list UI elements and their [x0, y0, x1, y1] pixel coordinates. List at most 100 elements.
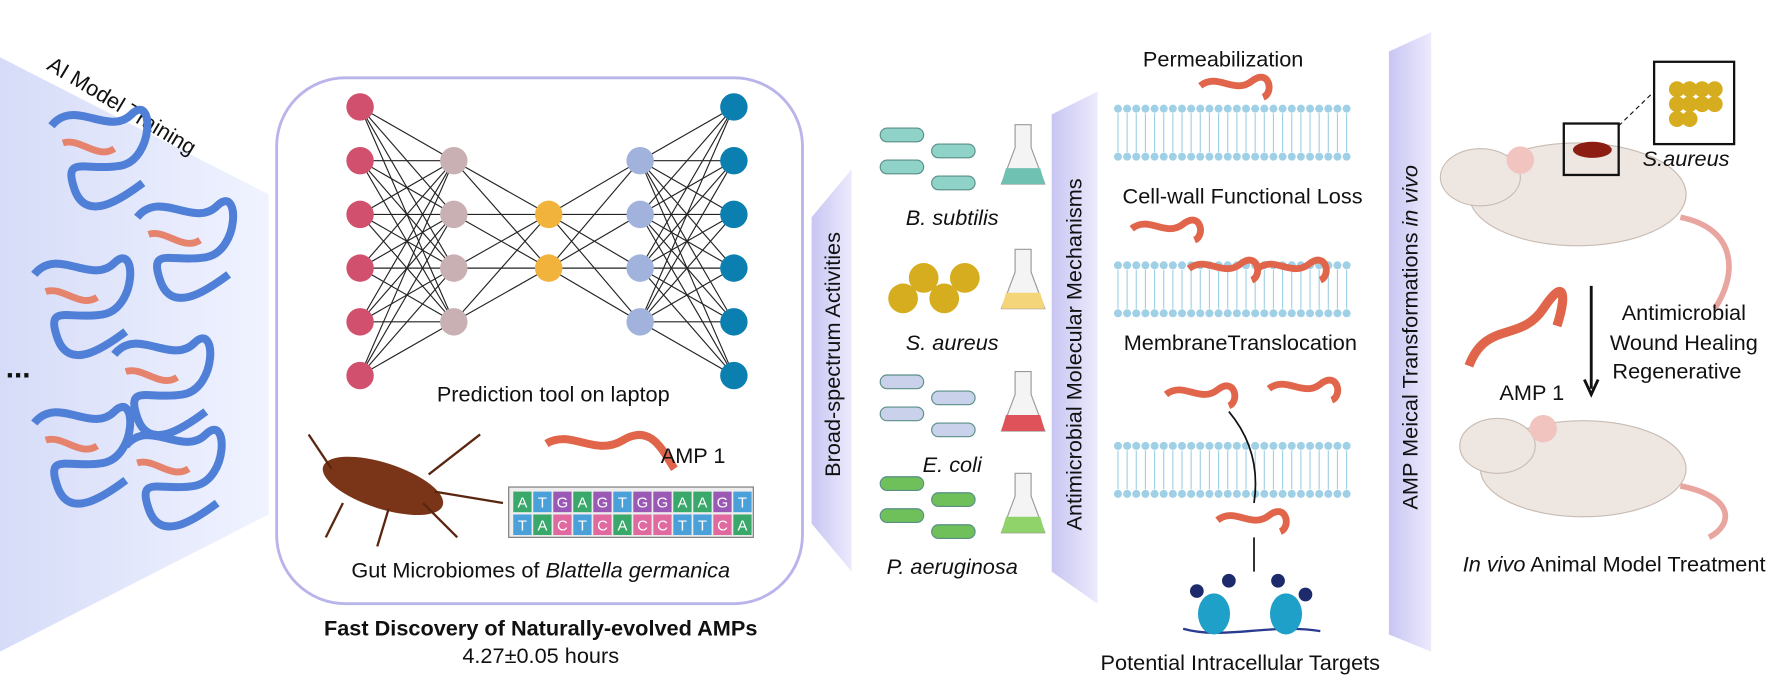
base-letter: A [517, 496, 527, 512]
nn-edge [639, 214, 735, 323]
cockroach [307, 433, 504, 547]
mechanism-label: MembraneTranslocation [1124, 330, 1357, 355]
lipid-head [1196, 152, 1205, 161]
arrow [1228, 411, 1257, 572]
lipid-head [1296, 441, 1305, 450]
base-pair [653, 514, 672, 536]
bacterium [879, 159, 925, 175]
bacteria: B. subtilis S. aureus E. coli P. aeruginosa [879, 124, 1046, 579]
lipid-head [1315, 489, 1324, 498]
base-letter: G [557, 496, 569, 512]
lipid-head [1296, 489, 1305, 498]
lipid-head [1141, 309, 1150, 318]
pathogen-label: S.aureus [1643, 146, 1730, 171]
lipid-head [1159, 489, 1168, 498]
lipid-head [1260, 152, 1269, 161]
lipid-head [1168, 441, 1177, 450]
nn-edge [639, 106, 735, 323]
mouse-tail [1679, 214, 1732, 311]
base-letter: C [657, 518, 668, 534]
base-letter: C [557, 518, 568, 534]
lipid-head [1223, 104, 1232, 113]
nn-edge [453, 160, 549, 215]
marker [1298, 587, 1313, 602]
protein-ribbon [44, 287, 100, 304]
lipid-head [1287, 104, 1296, 113]
lipid-head [1150, 309, 1159, 318]
protein-structures [31, 105, 238, 531]
nn-edge [639, 106, 735, 215]
bacterium [888, 283, 918, 314]
lipid-head [1242, 104, 1251, 113]
base-pair [553, 514, 572, 536]
zoom-line [1618, 91, 1655, 127]
protein-ribbon [134, 197, 238, 302]
coccus [1681, 96, 1698, 113]
lipid-head [1260, 441, 1269, 450]
lipid-head [1123, 152, 1132, 161]
lipid-head [1123, 104, 1132, 113]
lipid-head [1205, 104, 1214, 113]
bacterium [931, 390, 976, 406]
invivo-band [1388, 32, 1432, 652]
bacterium [879, 476, 925, 492]
nn-node [440, 254, 468, 282]
lipid-head [1315, 309, 1324, 318]
base-pair [553, 491, 572, 513]
source-prefix: Gut Microbiomes of [351, 557, 545, 582]
amp-label: AMP 1 [661, 443, 726, 468]
ellipsis: ... [6, 351, 31, 384]
nn-edge [639, 106, 735, 269]
base-letter: A [617, 518, 627, 534]
peptide-ribbon [1266, 376, 1342, 404]
bacterium [931, 143, 976, 159]
lipid-head [1132, 489, 1141, 498]
lipid-head [1123, 261, 1132, 270]
invivo-caption-rest: Animal Model Treatment [1525, 552, 1765, 577]
discovery-title: Fast Discovery of Naturally-evolved AMPs [324, 616, 757, 641]
amp-ribbon [1464, 287, 1568, 368]
coccus [1681, 110, 1698, 127]
lipid-head [1168, 152, 1177, 161]
effect-label: Wound Healing [1610, 330, 1758, 355]
base-letter: C [597, 518, 608, 534]
lipid-head [1278, 152, 1287, 161]
mouse-ear [1529, 415, 1557, 443]
lipid-head [1296, 152, 1305, 161]
flask-liquid [1001, 292, 1045, 309]
lipid-head [1269, 489, 1278, 498]
invivo-label: AMP Meical Transformations in vivo [1397, 165, 1422, 510]
mouse-tail [1679, 483, 1729, 540]
lipid-head [1232, 441, 1241, 450]
nn-node [720, 200, 748, 229]
lipid-head [1205, 489, 1214, 498]
lipid-head [1251, 309, 1260, 318]
base-pair [713, 514, 732, 536]
lipid-head [1306, 441, 1315, 450]
bacterium [879, 127, 925, 143]
protein-ribbon [124, 367, 180, 384]
lipid-head [1260, 489, 1269, 498]
base-letter: T [538, 496, 547, 512]
mechanisms-band [1051, 91, 1098, 604]
lipid-head [1196, 309, 1205, 318]
lipid-head [1177, 441, 1186, 450]
lipid-head [1242, 152, 1251, 161]
lipid-head [1333, 104, 1342, 113]
lipid-head [1306, 152, 1315, 161]
lipid-head [1269, 152, 1278, 161]
lipid-head [1342, 441, 1351, 450]
protein-ribbon [61, 138, 117, 156]
base-pair [573, 514, 592, 536]
nn-edge [359, 214, 455, 376]
lipid-head [1214, 441, 1223, 450]
nn-node [440, 308, 468, 336]
nn-node [346, 308, 374, 336]
base-letter: T [578, 518, 587, 534]
lipid-head [1342, 261, 1351, 270]
lipid-head [1342, 152, 1351, 161]
lipid-head [1141, 441, 1150, 450]
lipid-head [1177, 261, 1186, 270]
lipid-head [1113, 489, 1122, 498]
